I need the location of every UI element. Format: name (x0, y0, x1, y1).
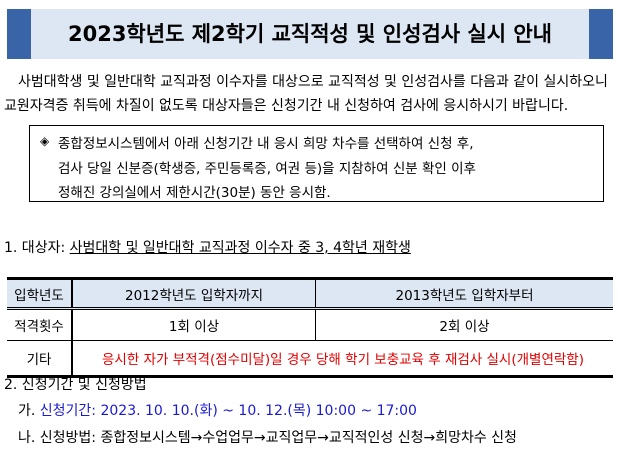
section-1-label: 1. 대상자: (4, 240, 70, 256)
page-title: 2023학년도 제2학기 교직적성 및 인성검사 실시 안내 (67, 22, 552, 46)
intro-paragraph: 사범대학생 및 일반대학 교직과정 이수자를 대상으로 교직적성 및 인성검사를… (4, 70, 636, 118)
table-cell: 입학년도 (7, 277, 73, 310)
diamond-bullet-icon: ◈ (40, 134, 50, 148)
notice-line: 종합정보시스템에서 아래 신청기간 내 응시 희망 차수를 선택하여 신청 후, (58, 136, 474, 152)
banner-left-bar (7, 9, 31, 59)
section-1-target: 사범대학 및 일반대학 교직과정 이수자 중 3, 4학년 재학생 (69, 240, 411, 256)
table-cell: 기타 (7, 340, 73, 378)
notice-line: 검사 당일 신분증(학생증, 주민등록증, 여권 등)을 지참하여 신분 확인 … (58, 161, 476, 177)
notice-box: ◈ 종합정보시스템에서 아래 신청기간 내 응시 희망 차수를 선택하여 신청 … (29, 125, 604, 202)
eligibility-table: 입학년도 2012학년도 입학자까지 2013학년도 입학자부터 적격횟수 1회… (7, 277, 613, 378)
section-2-heading: 2. 신청기간 및 신청방법 (4, 377, 147, 393)
table-cell-note: 응시한 자가 부적격(점수미달)일 경우 당해 학기 보충교육 후 재검사 실시… (71, 340, 613, 378)
application-period-text: 신청기간: 2023. 10. 10.(화) ~ 10. 12.(목) 10:0… (39, 403, 417, 419)
table-cell: 1회 이상 (71, 308, 316, 341)
notice-line: 정해진 강의실에서 제한시간(30분) 동안 응시함. (58, 185, 331, 201)
application-method-text: 신청방법: 종합정보시스템→수업업무→교직업무→교직적인성 신청→희망차수 신청 (39, 430, 517, 446)
table-cell: 2회 이상 (315, 308, 613, 341)
application-period: 가. 신청기간: 2023. 10. 10.(화) ~ 10. 12.(목) 1… (18, 400, 417, 420)
table-cell: 2012학년도 입학자까지 (71, 277, 316, 310)
intro-line: 교원자격증 취득에 차질이 없도록 대상자들은 신청기간 내 신청하여 검사에 … (4, 98, 569, 114)
application-method: 나. 신청방법: 종합정보시스템→수업업무→교직업무→교직적인성 신청→희망차수… (18, 427, 517, 447)
banner-right-bar (589, 9, 613, 59)
table-cell: 적격횟수 (7, 308, 73, 341)
table-cell: 2013학년도 입학자부터 (315, 277, 613, 310)
title-banner: 2023학년도 제2학기 교직적성 및 인성검사 실시 안내 (7, 9, 613, 59)
item-prefix: 가. (18, 403, 40, 419)
table-row: 적격횟수 1회 이상 2회 이상 (7, 308, 613, 341)
intro-line: 사범대학생 및 일반대학 교직과정 이수자를 대상으로 교직적성 및 인성검사를… (18, 74, 608, 90)
table-row: 기타 응시한 자가 부적격(점수미달)일 경우 당해 학기 보충교육 후 재검사… (7, 340, 613, 378)
table-header-row: 입학년도 2012학년도 입학자까지 2013학년도 입학자부터 (7, 277, 613, 310)
section-1-heading: 1. 대상자: 사범대학 및 일반대학 교직과정 이수자 중 3, 4학년 재학… (4, 237, 411, 257)
item-prefix: 나. (18, 430, 40, 446)
